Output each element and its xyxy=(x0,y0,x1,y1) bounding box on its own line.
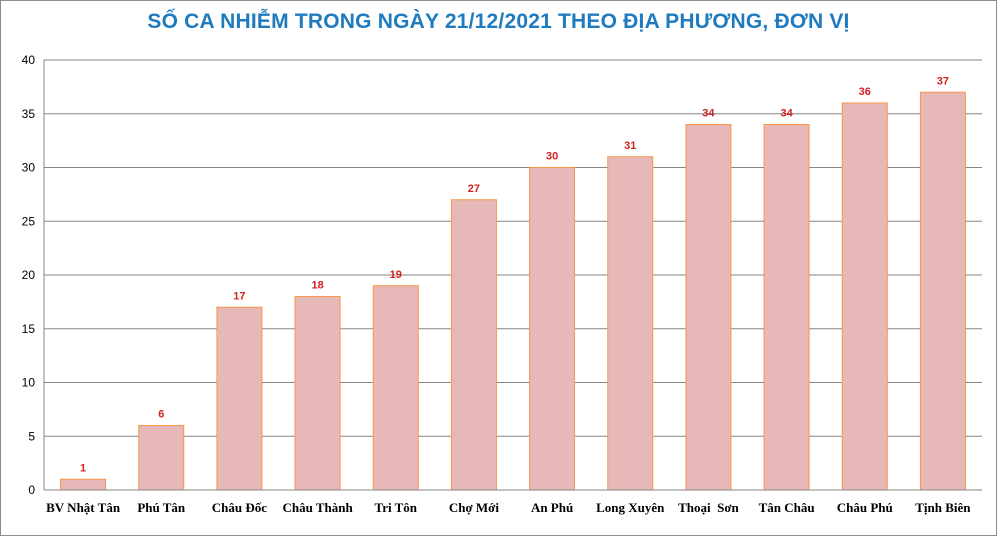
bar xyxy=(294,296,341,491)
data-label: 18 xyxy=(311,280,323,292)
gridlines xyxy=(44,59,982,491)
bar xyxy=(919,91,966,491)
y-tick-label: 15 xyxy=(22,322,36,336)
x-tick-label: Châu Thành xyxy=(282,500,353,515)
y-tick-label: 0 xyxy=(28,483,35,497)
x-tick-label: Long Xuyên xyxy=(596,500,665,515)
bar xyxy=(841,102,888,491)
bar xyxy=(372,285,419,491)
bar xyxy=(607,156,654,491)
y-tick-label: 40 xyxy=(22,53,36,67)
bar xyxy=(216,306,263,491)
bar xyxy=(450,199,497,491)
y-tick-label: 20 xyxy=(22,268,36,282)
y-axis: 0 5 10 15 20 25 30 35 40 xyxy=(22,53,45,497)
chart-title: SỐ CA NHIỄM TRONG NGÀY 21/12/2021 THEO Đ… xyxy=(147,10,850,33)
y-tick-label: 35 xyxy=(22,107,36,121)
x-tick-label: Phú Tân xyxy=(137,500,186,515)
data-label: 17 xyxy=(233,290,245,302)
x-tick-label: An Phú xyxy=(531,500,573,515)
x-tick-label: Châu Đốc xyxy=(212,500,267,515)
data-label: 31 xyxy=(624,140,636,152)
data-label: 6 xyxy=(158,409,164,421)
y-tick-label: 25 xyxy=(22,214,36,228)
bar xyxy=(529,167,576,491)
data-label: 27 xyxy=(468,183,480,195)
y-tick-label: 30 xyxy=(22,161,36,175)
x-axis: BV Nhật Tân Phú Tân Châu Đốc Châu Thành Tri … xyxy=(44,489,982,515)
x-tick-label: BV Nhật Tân xyxy=(46,500,121,515)
x-tick-label: Tân Châu xyxy=(759,500,815,515)
y-tick-label: 10 xyxy=(22,376,36,390)
x-tick-label: Tri Tôn xyxy=(374,500,417,515)
x-tick-label: Thoại Sơn xyxy=(678,500,739,515)
y-tick-label: 5 xyxy=(28,429,35,443)
bar xyxy=(685,124,732,491)
data-label: 34 xyxy=(702,108,715,120)
data-label: 19 xyxy=(390,269,402,281)
data-label: 30 xyxy=(546,151,558,163)
data-label: 1 xyxy=(80,462,86,474)
data-label: 34 xyxy=(780,108,793,120)
x-tick-label: Tịnh Biên xyxy=(915,500,971,515)
data-label: 37 xyxy=(937,75,949,87)
x-tick-label: Chợ Mới xyxy=(449,500,500,515)
bar xyxy=(60,478,107,491)
data-label: 36 xyxy=(859,86,871,98)
x-tick-label: Châu Phú xyxy=(837,500,893,515)
bar xyxy=(138,425,185,491)
bar xyxy=(763,124,810,491)
